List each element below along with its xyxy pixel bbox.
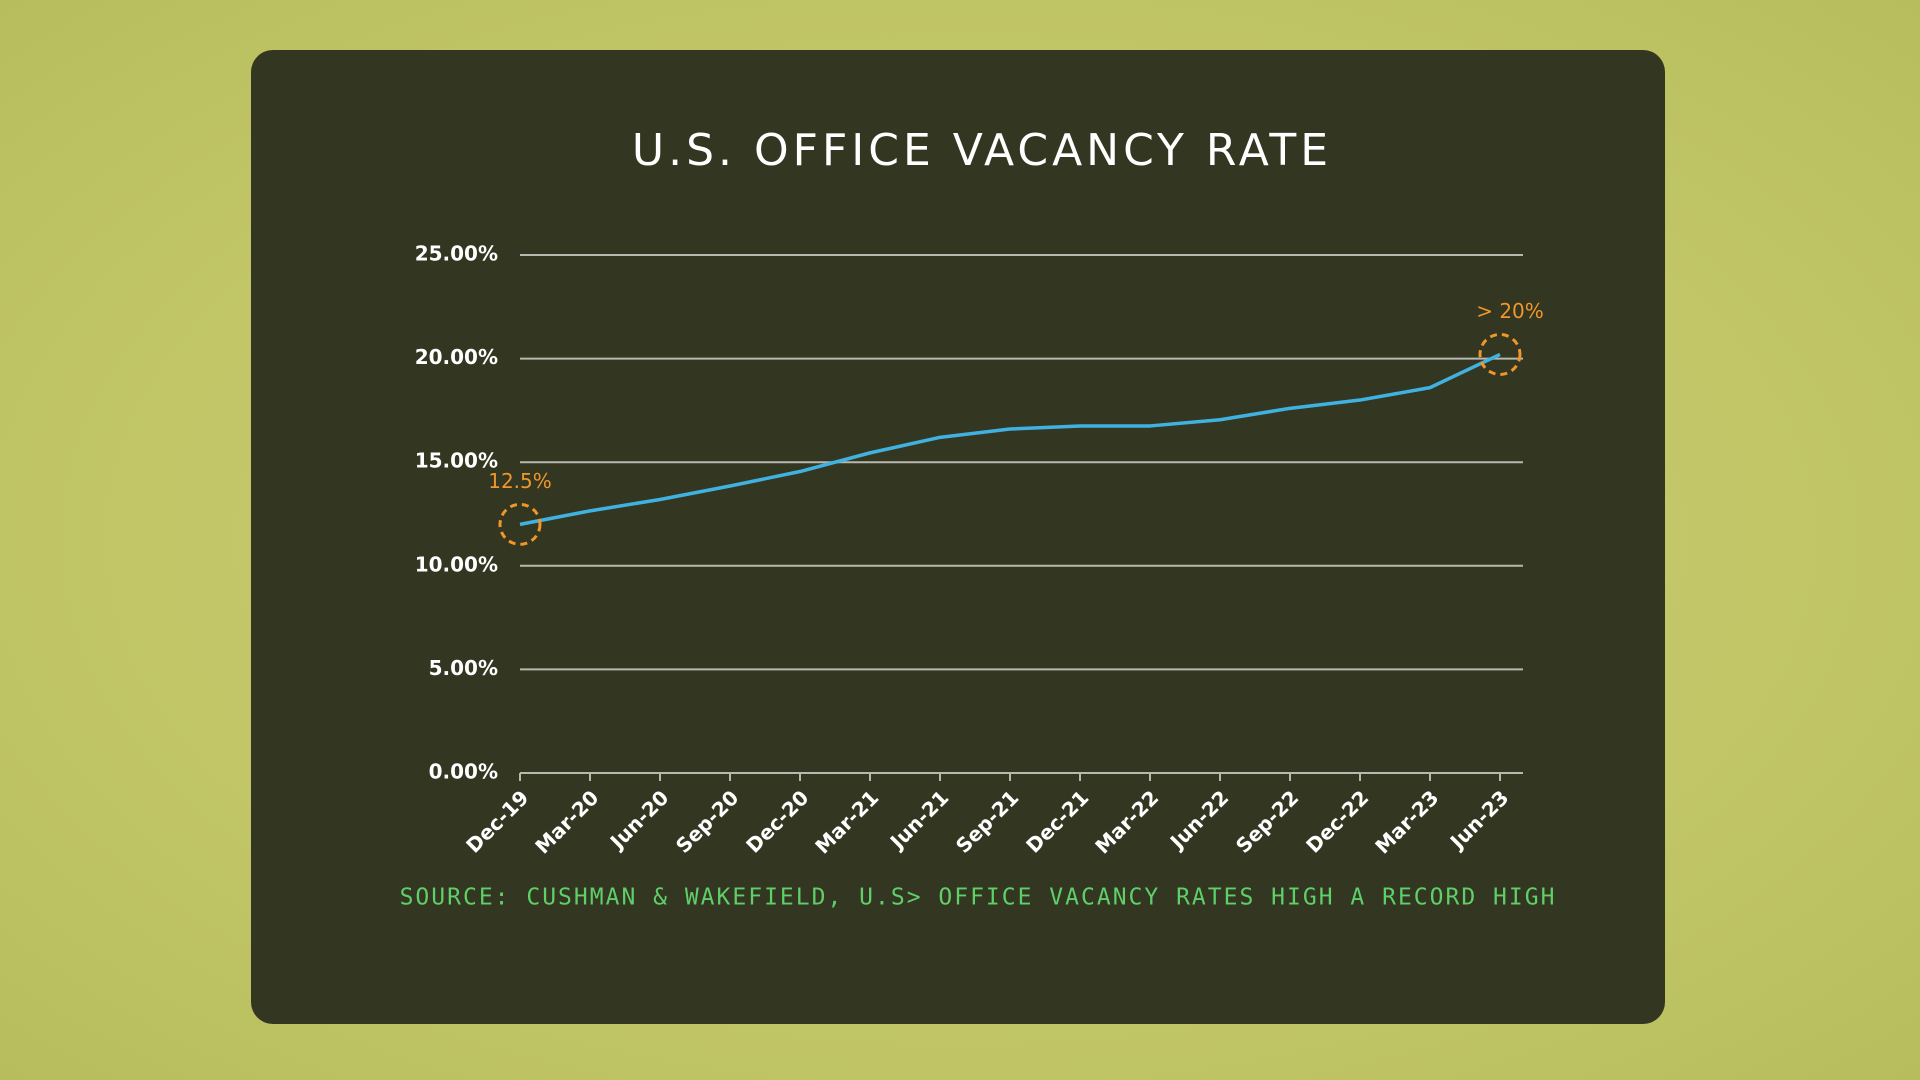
x-tick-label: Dec-22 xyxy=(1301,785,1373,857)
x-tick-label: Sep-21 xyxy=(951,785,1023,857)
x-tick-label: Mar-23 xyxy=(1370,785,1443,858)
x-tick-label: Dec-19 xyxy=(461,785,533,857)
y-tick-label: 25.00% xyxy=(415,242,498,266)
y-tick-label: 5.00% xyxy=(429,656,498,680)
x-tick-label: Dec-21 xyxy=(1021,785,1093,857)
y-tick-label: 0.00% xyxy=(429,760,498,784)
x-tick-label: Mar-20 xyxy=(530,785,603,858)
chart-title: U.S. OFFICE VACANCY RATE xyxy=(632,125,1332,176)
chart-panel xyxy=(251,50,1665,1024)
x-tick-label: Jun-22 xyxy=(1164,785,1233,854)
x-tick-label: Jun-23 xyxy=(1444,785,1513,854)
source-note: SOURCE: CUSHMAN & WAKEFIELD, U.S> OFFICE… xyxy=(400,885,1557,911)
y-tick-label: 10.00% xyxy=(415,552,498,576)
annotation-label: > 20% xyxy=(1476,299,1544,323)
x-tick-label: Jun-20 xyxy=(604,785,673,854)
x-tick-label: Mar-21 xyxy=(810,785,883,858)
annotation-label: 12.5% xyxy=(488,469,552,493)
x-tick-label: Sep-20 xyxy=(671,785,743,857)
y-tick-label: 15.00% xyxy=(415,449,498,473)
x-tick-label: Sep-22 xyxy=(1231,785,1303,857)
annotation-circle xyxy=(1478,332,1522,376)
y-tick-label: 20.00% xyxy=(415,345,498,369)
x-tick-label: Mar-22 xyxy=(1090,785,1163,858)
annotation-circle xyxy=(498,502,542,546)
data-line xyxy=(519,352,1501,527)
x-tick-label: Dec-20 xyxy=(741,785,813,857)
x-tick-label: Jun-21 xyxy=(884,785,953,854)
